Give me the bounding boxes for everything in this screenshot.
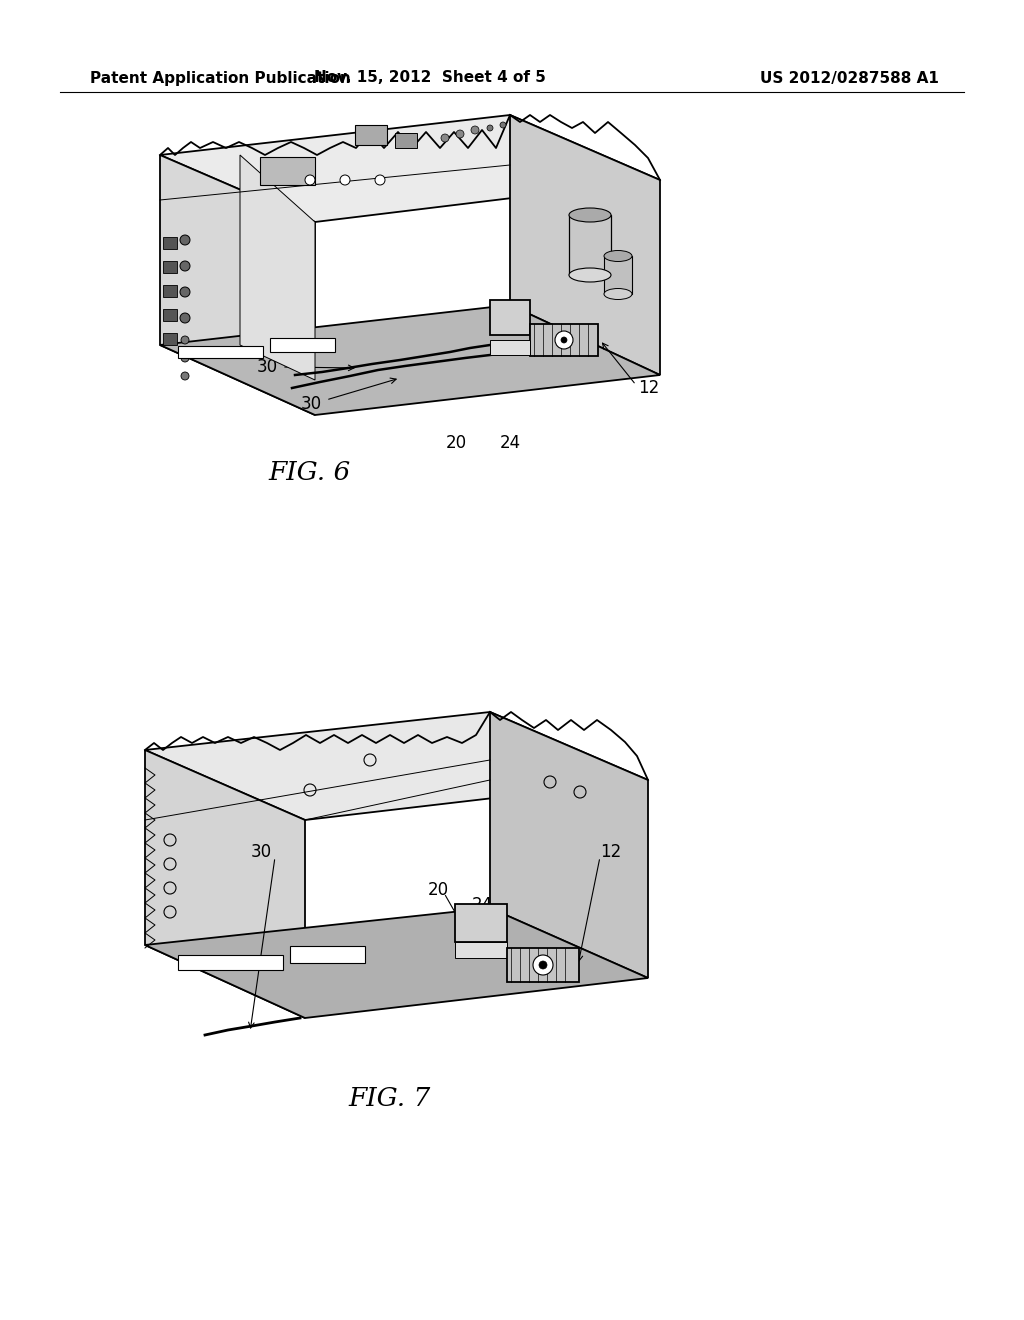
Text: 12: 12 (600, 843, 622, 861)
Bar (395, 133, 417, 148)
Bar (178, 954, 283, 970)
Polygon shape (240, 154, 315, 380)
Circle shape (539, 961, 547, 969)
Text: 30: 30 (257, 358, 278, 376)
Text: Nov. 15, 2012  Sheet 4 of 5: Nov. 15, 2012 Sheet 4 of 5 (314, 70, 546, 86)
Polygon shape (510, 115, 660, 375)
Text: Patent Application Publication: Patent Application Publication (90, 70, 351, 86)
Circle shape (555, 331, 573, 348)
Text: 20: 20 (445, 434, 467, 451)
Ellipse shape (604, 251, 632, 261)
Text: 12: 12 (638, 379, 659, 397)
Bar (569, 215, 611, 275)
Circle shape (305, 176, 315, 185)
Circle shape (180, 286, 190, 297)
Circle shape (180, 261, 190, 271)
Bar (455, 942, 507, 958)
Circle shape (340, 176, 350, 185)
Polygon shape (160, 305, 660, 414)
Circle shape (180, 313, 190, 323)
Bar (270, 338, 335, 352)
Bar (604, 256, 632, 294)
Circle shape (471, 125, 479, 135)
Text: 30: 30 (251, 843, 272, 861)
Circle shape (456, 129, 464, 139)
Circle shape (487, 125, 493, 131)
Text: FIG. 7: FIG. 7 (349, 1085, 431, 1110)
Bar (163, 238, 177, 249)
Polygon shape (145, 750, 305, 1018)
Ellipse shape (569, 209, 611, 222)
Polygon shape (145, 711, 648, 820)
Bar (490, 341, 530, 355)
Bar (455, 904, 507, 942)
Text: 30: 30 (301, 395, 322, 413)
Circle shape (561, 337, 567, 343)
Bar (507, 948, 579, 982)
Circle shape (375, 176, 385, 185)
Bar (355, 125, 387, 145)
Polygon shape (490, 711, 648, 978)
Bar (163, 261, 177, 273)
Circle shape (441, 135, 449, 143)
Circle shape (180, 235, 190, 246)
Circle shape (500, 121, 506, 128)
Bar (163, 285, 177, 297)
Text: 24: 24 (500, 434, 520, 451)
Text: 24: 24 (471, 896, 493, 913)
Polygon shape (160, 154, 315, 414)
Bar (490, 300, 530, 335)
Ellipse shape (569, 268, 611, 282)
Ellipse shape (604, 289, 632, 300)
Bar (260, 157, 315, 185)
Bar (163, 333, 177, 345)
Bar (178, 346, 263, 358)
Circle shape (534, 954, 553, 975)
Text: US 2012/0287588 A1: US 2012/0287588 A1 (760, 70, 939, 86)
Bar (290, 946, 365, 964)
Bar (530, 323, 598, 356)
Text: 20: 20 (427, 880, 449, 899)
Bar (163, 309, 177, 321)
Circle shape (181, 354, 189, 362)
Polygon shape (145, 908, 648, 1018)
Circle shape (181, 372, 189, 380)
Circle shape (181, 337, 189, 345)
Text: FIG. 6: FIG. 6 (269, 459, 351, 484)
Polygon shape (160, 115, 660, 222)
